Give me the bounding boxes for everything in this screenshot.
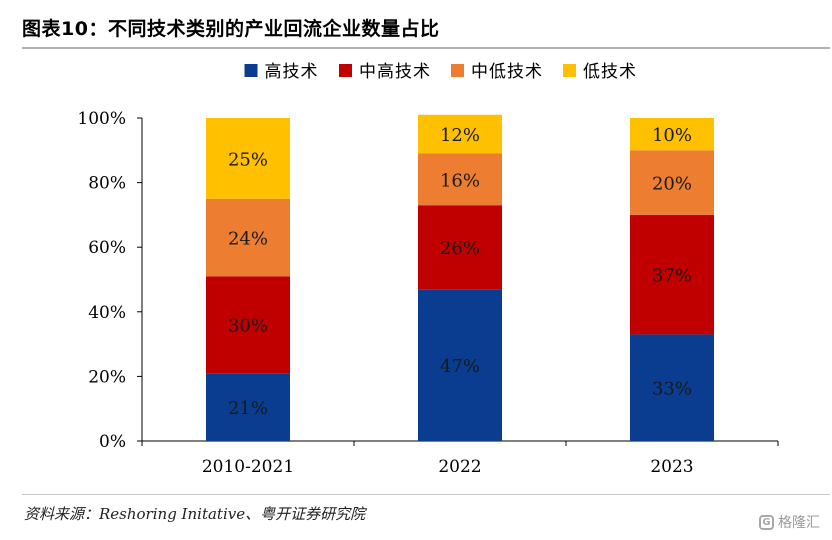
data-label: 16% [440,170,480,191]
bar-segment [418,114,502,154]
bar-segment [206,198,290,277]
data-label: 47% [440,356,480,377]
x-tick-label: 2010-2021 [202,457,294,477]
chart-legend: 高技术 中高技术 中低技术 低技术 [244,62,637,82]
data-label: 20% [652,174,692,195]
bar-segment [206,373,290,441]
data-label: 30% [228,316,268,337]
chart-bars: 21% 30% 24% 25% 47% 26% 16% 12% 33% 37% 20% 10% [206,114,714,441]
data-label: 33% [652,379,692,400]
data-label: 25% [228,149,268,170]
y-tick-label: 20% [88,367,126,387]
figure-title: 图表10：不同技术类别的产业回流企业数量占比 [22,18,440,40]
legend-swatch [451,64,464,77]
data-label: 12% [440,125,480,146]
y-tick-label: 40% [88,303,126,323]
data-label: 21% [228,398,268,419]
data-label: 24% [228,229,268,250]
watermark-text: 格隆汇 [778,515,820,531]
y-tick-label: 100% [77,109,126,129]
watermark-icon: G [759,514,774,530]
source-divider [22,494,830,495]
y-tick-label: 60% [88,238,126,258]
legend-swatch [244,64,258,77]
data-label: 10% [652,125,692,146]
watermark-logo: G 格隆汇 [759,512,820,532]
x-tick-label: 2022 [438,457,481,477]
bar-segment [630,150,714,215]
legend-label: 高技术 [265,62,319,82]
legend-label: 低技术 [583,62,637,82]
bar-segment [418,289,502,441]
legend-swatch [563,64,576,77]
x-tick-label: 2023 [650,457,693,477]
bar-segment [206,276,290,374]
bar-segment [418,205,502,290]
y-tick-label: 0% [99,432,126,452]
stacked-bar-chart: 高技术 中高技术 中低技术 低技术 0% 20% 40% 60% 80% 100% 2010-20… [77,62,779,477]
chart-axes: 0% 20% 40% 60% 80% 100% 2010-2021 2022 2023 [77,109,779,477]
bar-segment [630,214,714,335]
title-divider [22,47,830,49]
legend-label: 中低技术 [471,62,543,82]
data-label: 26% [440,238,480,259]
source-note: 资料来源：Reshoring Initative、粤开证券研究院 [24,505,366,523]
legend-swatch [339,64,352,77]
bar-segment [630,334,714,441]
bar-segment [630,118,714,151]
bar-segment [206,118,290,199]
legend-label: 中高技术 [359,62,431,82]
y-tick-label: 80% [88,174,126,194]
bar-segment [418,153,502,206]
data-label: 37% [652,266,692,287]
